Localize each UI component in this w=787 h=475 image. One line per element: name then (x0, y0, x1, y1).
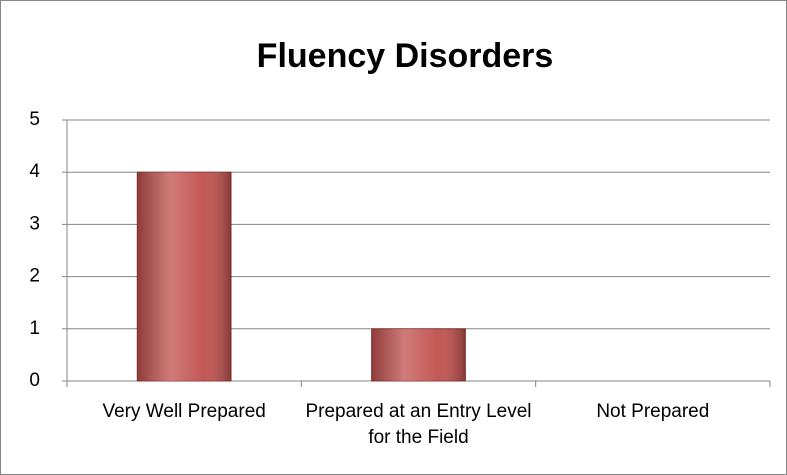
x-tick-label-box: Prepared at an Entry Level for the Field (305, 401, 532, 448)
y-tick-label: 2 (29, 266, 40, 287)
bar-shade (137, 172, 232, 381)
y-tick-label: 1 (29, 318, 40, 339)
y-tick-label: 5 (29, 109, 40, 130)
x-tick-label: Not Prepared (596, 401, 710, 422)
y-tick-label: 3 (29, 213, 40, 234)
x-tick-label-box: Not Prepared (596, 401, 710, 422)
y-tick-label: 0 (29, 370, 40, 391)
bar-shade (371, 328, 466, 381)
x-tick-label: Very Well Prepared (102, 401, 266, 422)
chart-title: Fluency Disorders (257, 37, 554, 75)
y-tick-label: 4 (29, 161, 40, 182)
x-tick-label: Prepared at an Entry Level for the Field (305, 401, 532, 448)
x-tick-label-box: Very Well Prepared (102, 401, 266, 422)
